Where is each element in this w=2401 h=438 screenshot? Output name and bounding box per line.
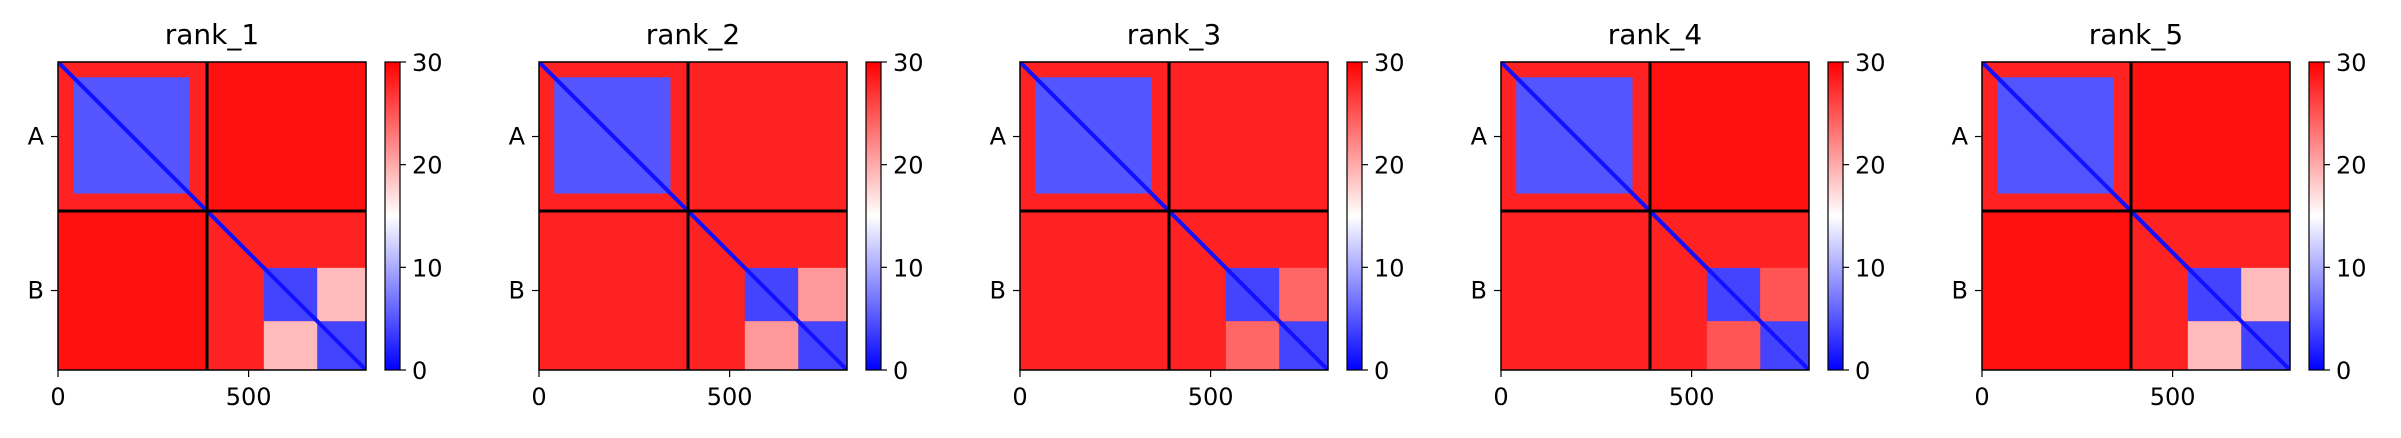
- colorbar: [2308, 61, 2325, 371]
- matrix-diagonal: [539, 62, 847, 370]
- pae-matrix: [539, 62, 847, 370]
- matrix-block: [1020, 211, 1170, 370]
- heatmap-panel-3: rank_3 0 500 A B 0 10 20 30: [990, 18, 1405, 411]
- pae-matrix: [1020, 62, 1328, 370]
- y-tick-label: A: [990, 123, 1007, 151]
- matrix-block: [1650, 62, 1809, 212]
- colorbar-tick-label: 10: [1855, 254, 1886, 282]
- matrix-diagonal: [1501, 62, 1809, 370]
- x-tick-label: 500: [226, 383, 272, 411]
- colorbar-tick-label: 20: [893, 152, 924, 180]
- x-tick-label: 500: [2150, 383, 2196, 411]
- colorbar-tick-label: 20: [1855, 152, 1886, 180]
- colorbar-tick-label: 30: [412, 49, 443, 77]
- colorbar-tick-label: 10: [412, 254, 443, 282]
- y-tick-label: B: [1952, 277, 1968, 305]
- colorbar-tick-label: 30: [2336, 49, 2367, 77]
- matrix-block: [1279, 267, 1328, 322]
- plot-frame: [538, 61, 848, 371]
- y-tick-label: A: [28, 123, 45, 151]
- colorbar-tick-label: 10: [893, 254, 924, 282]
- colorbar-tick-label: 10: [2336, 254, 2367, 282]
- plot-frame: [1500, 61, 1810, 371]
- x-tick-label: 500: [1188, 383, 1234, 411]
- colorbar-tick-label: 20: [1374, 152, 1405, 180]
- x-tick-label: 500: [707, 383, 753, 411]
- panel-title: rank_1: [165, 18, 259, 51]
- colorbar-tick-label: 0: [2336, 357, 2351, 385]
- colorbar-tick-label: 0: [412, 357, 427, 385]
- heatmap-panel-1: rank_1 0 500 A B 0 10 20 30: [28, 18, 443, 411]
- plot-frame: [1981, 61, 2291, 371]
- colorbar-tick-label: 0: [1855, 357, 1870, 385]
- x-tick-label: 0: [1012, 383, 1027, 411]
- colorbar-tick-label: 30: [1855, 49, 1886, 77]
- y-tick-label: A: [1471, 123, 1488, 151]
- colorbar: [384, 61, 401, 371]
- panel-title: rank_2: [646, 18, 740, 51]
- matrix-block: [688, 62, 847, 212]
- matrix-diagonal: [1982, 62, 2290, 370]
- colorbar: [1346, 61, 1363, 371]
- pae-matrix: [1501, 62, 1809, 370]
- colorbar-tick-label: 0: [1374, 357, 1389, 385]
- colorbar: [1827, 61, 1844, 371]
- matrix-block: [798, 267, 847, 322]
- panel-title: rank_3: [1127, 18, 1221, 51]
- matrix-block: [539, 211, 689, 370]
- y-tick-label: B: [990, 277, 1006, 305]
- matrix-block: [1501, 211, 1651, 370]
- pae-matrix: [1982, 62, 2290, 370]
- x-tick-label: 0: [531, 383, 546, 411]
- colorbar-tick-label: 0: [893, 357, 908, 385]
- x-tick-label: 0: [1974, 383, 1989, 411]
- heatmap-panel-2: rank_2 0 500 A B 0 10 20 30: [509, 18, 924, 411]
- matrix-diagonal: [1020, 62, 1328, 370]
- matrix-block: [2187, 321, 2242, 370]
- matrix-block: [744, 321, 799, 370]
- matrix-block: [2131, 62, 2290, 212]
- plot-frame: [1019, 61, 1329, 371]
- colorbar-tick-label: 30: [1374, 49, 1405, 77]
- matrix-block: [1982, 211, 2132, 370]
- heatmap-panel-5: rank_5 0 500 A B 0 10 20 30: [1952, 18, 2367, 411]
- panel-title: rank_4: [1608, 18, 1702, 51]
- matrix-block: [2241, 267, 2290, 322]
- y-tick-label: A: [1952, 123, 1969, 151]
- colorbar-tick-label: 30: [893, 49, 924, 77]
- matrix-diagonal: [58, 62, 366, 370]
- colorbar-tick-label: 10: [1374, 254, 1405, 282]
- pae-matrix: [58, 62, 366, 370]
- matrix-block: [1169, 62, 1328, 212]
- matrix-block: [207, 62, 366, 212]
- colorbar: [865, 61, 882, 371]
- y-tick-label: B: [509, 277, 525, 305]
- x-tick-label: 0: [50, 383, 65, 411]
- colorbar-tick-label: 20: [2336, 152, 2367, 180]
- heatmap-panel-4: rank_4 0 500 A B 0 10 20 30: [1471, 18, 1886, 411]
- matrix-block: [317, 267, 366, 322]
- panel-title: rank_5: [2089, 18, 2183, 51]
- matrix-block: [1225, 321, 1280, 370]
- x-tick-label: 0: [1493, 383, 1508, 411]
- matrix-block: [1760, 267, 1809, 322]
- y-tick-label: B: [1471, 277, 1487, 305]
- y-tick-label: A: [509, 123, 526, 151]
- y-tick-label: B: [28, 277, 44, 305]
- matrix-block: [263, 321, 318, 370]
- x-tick-label: 500: [1669, 383, 1715, 411]
- matrix-block: [58, 211, 208, 370]
- plot-frame: [57, 61, 367, 371]
- matrix-block: [1706, 321, 1761, 370]
- colorbar-tick-label: 20: [412, 152, 443, 180]
